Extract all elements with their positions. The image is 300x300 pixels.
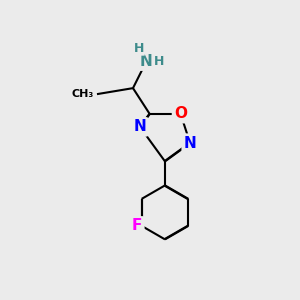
Text: N: N — [134, 119, 146, 134]
Text: N: N — [184, 136, 196, 151]
Text: CH₃: CH₃ — [72, 89, 94, 99]
Text: H: H — [134, 42, 144, 55]
Text: O: O — [174, 106, 187, 121]
Text: N: N — [140, 54, 153, 69]
Text: F: F — [132, 218, 142, 233]
Text: H: H — [154, 55, 164, 68]
